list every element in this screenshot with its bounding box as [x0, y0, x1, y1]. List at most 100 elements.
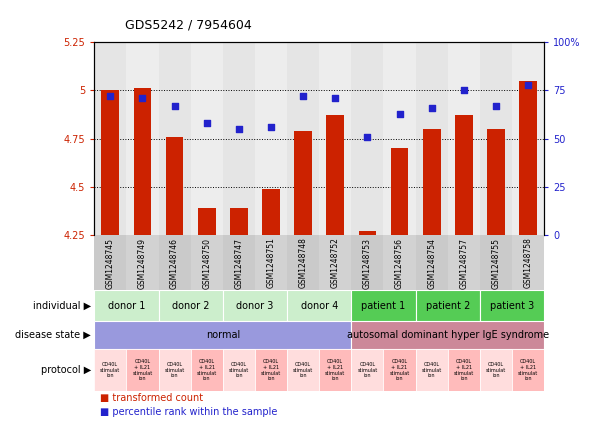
Bar — [126, 349, 159, 391]
Bar — [351, 321, 544, 349]
Bar — [319, 235, 351, 290]
Bar — [319, 349, 351, 391]
Bar — [519, 81, 537, 235]
Bar — [223, 290, 287, 321]
Text: individual ▶: individual ▶ — [33, 301, 91, 310]
Bar — [391, 148, 409, 235]
Text: GSM1248754: GSM1248754 — [427, 238, 436, 288]
Bar — [416, 349, 447, 391]
Text: CD40L
+ IL21
stimulat
ion: CD40L + IL21 stimulat ion — [325, 359, 345, 381]
Bar — [159, 290, 223, 321]
Bar — [480, 235, 512, 290]
Bar — [191, 235, 223, 290]
Bar — [159, 349, 191, 391]
Point — [266, 124, 276, 130]
Text: GSM1248758: GSM1248758 — [523, 238, 533, 288]
Point — [330, 95, 340, 102]
Text: GSM1248751: GSM1248751 — [266, 238, 275, 288]
Point — [299, 93, 308, 99]
Text: CD40L
+ IL21
stimulat
ion: CD40L + IL21 stimulat ion — [261, 359, 281, 381]
Point — [427, 104, 437, 111]
Bar — [166, 137, 184, 235]
Text: donor 3: donor 3 — [237, 301, 274, 310]
Text: CD40L
stimulat
ion: CD40L stimulat ion — [358, 362, 378, 379]
Point — [170, 102, 179, 109]
Bar — [512, 235, 544, 290]
Bar — [94, 42, 126, 235]
Bar — [384, 235, 416, 290]
Point — [395, 110, 404, 117]
Bar — [480, 290, 544, 321]
Point — [202, 120, 212, 126]
Bar — [384, 42, 416, 235]
Text: CD40L
+ IL21
stimulat
ion: CD40L + IL21 stimulat ion — [133, 359, 153, 381]
Text: GSM1248757: GSM1248757 — [459, 238, 468, 288]
Text: GSM1248750: GSM1248750 — [202, 238, 211, 288]
Bar — [416, 290, 480, 321]
Text: CD40L
stimulat
ion: CD40L stimulat ion — [164, 362, 185, 379]
Bar — [126, 235, 159, 290]
Bar — [287, 42, 319, 235]
Bar — [94, 321, 351, 349]
Bar — [384, 349, 416, 391]
Text: CD40L
stimulat
ion: CD40L stimulat ion — [486, 362, 506, 379]
Text: donor 1: donor 1 — [108, 301, 145, 310]
Bar — [294, 131, 312, 235]
Bar — [447, 235, 480, 290]
Text: GSM1248753: GSM1248753 — [363, 238, 372, 288]
Text: GSM1248749: GSM1248749 — [138, 238, 147, 288]
Text: CD40L
stimulat
ion: CD40L stimulat ion — [229, 362, 249, 379]
Text: CD40L
stimulat
ion: CD40L stimulat ion — [421, 362, 442, 379]
Bar — [416, 235, 447, 290]
Text: patient 1: patient 1 — [361, 301, 406, 310]
Text: CD40L
stimulat
ion: CD40L stimulat ion — [293, 362, 313, 379]
Bar — [351, 42, 384, 235]
Bar — [191, 349, 223, 391]
Bar — [126, 42, 159, 235]
Text: normal: normal — [206, 330, 240, 340]
Bar — [191, 42, 223, 235]
Bar — [287, 235, 319, 290]
Bar — [423, 129, 441, 235]
Text: GSM1248747: GSM1248747 — [234, 238, 243, 288]
Text: autosomal dominant hyper IgE syndrome: autosomal dominant hyper IgE syndrome — [347, 330, 549, 340]
Point — [362, 133, 372, 140]
Text: disease state ▶: disease state ▶ — [15, 330, 91, 340]
Text: GDS5242 / 7954604: GDS5242 / 7954604 — [125, 19, 251, 32]
Bar — [351, 235, 384, 290]
Bar — [94, 349, 126, 391]
Bar — [287, 349, 319, 391]
Point — [105, 93, 115, 99]
Bar — [223, 42, 255, 235]
Bar — [223, 349, 255, 391]
Text: GSM1248748: GSM1248748 — [299, 238, 308, 288]
Bar — [159, 42, 191, 235]
Bar — [198, 208, 216, 235]
Bar — [262, 189, 280, 235]
Point — [491, 102, 501, 109]
Point — [523, 81, 533, 88]
Bar — [447, 349, 480, 391]
Bar — [287, 290, 351, 321]
Bar — [480, 42, 512, 235]
Text: GSM1248752: GSM1248752 — [331, 238, 340, 288]
Text: donor 2: donor 2 — [172, 301, 209, 310]
Bar — [359, 231, 376, 235]
Bar — [223, 235, 255, 290]
Text: CD40L
stimulat
ion: CD40L stimulat ion — [100, 362, 120, 379]
Text: GSM1248746: GSM1248746 — [170, 238, 179, 288]
Text: protocol ▶: protocol ▶ — [41, 365, 91, 375]
Text: ■ transformed count: ■ transformed count — [100, 393, 204, 403]
Bar — [102, 91, 119, 235]
Bar — [351, 290, 416, 321]
Point — [234, 126, 244, 132]
Point — [459, 87, 469, 94]
Text: CD40L
+ IL21
stimulat
ion: CD40L + IL21 stimulat ion — [454, 359, 474, 381]
Text: patient 3: patient 3 — [490, 301, 534, 310]
Bar — [455, 115, 472, 235]
Bar — [319, 42, 351, 235]
Point — [137, 95, 147, 102]
Text: CD40L
+ IL21
stimulat
ion: CD40L + IL21 stimulat ion — [196, 359, 217, 381]
Bar — [159, 235, 191, 290]
Bar — [230, 208, 247, 235]
